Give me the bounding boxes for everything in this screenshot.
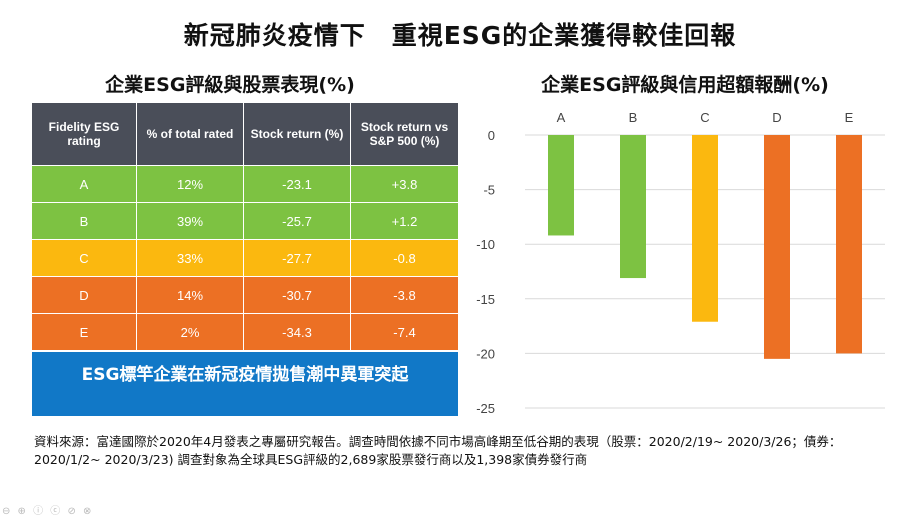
header-esg-rating: Fidelity ESG rating [32, 103, 137, 165]
header-stock-return: Stock return (%) [244, 103, 351, 165]
y-tick-label: -15 [476, 292, 495, 307]
table-cell-vs: -0.8 [351, 239, 458, 276]
viewer-toolbar: ⊖ ⊕ ⓘ ⓒ ⊘ ⊗ [2, 506, 94, 517]
table-cell-rating: B [32, 202, 137, 239]
table-header-row: Fidelity ESG rating % of total rated Sto… [32, 103, 458, 165]
y-tick-label: -5 [483, 183, 495, 198]
table-cell-ret: -23.1 [244, 165, 351, 202]
chart-title: 企業ESG評級與信用超額報酬(%) [541, 74, 829, 96]
bar-a [548, 135, 574, 236]
table-cell-pct: 12% [137, 165, 244, 202]
table-cell-pct: 2% [137, 313, 244, 350]
x-tick-label: D [772, 110, 781, 125]
bar-d [764, 135, 790, 359]
credit-excess-return-chart: A B C D E 0 -5 -10 -15 -20 -25 [476, 110, 885, 416]
table-row: E 2% -34.3 -7.4 [32, 313, 458, 350]
table-cell-rating: A [32, 165, 137, 202]
header-vs-sp500: Stock return vs S&P 500 (%) [351, 103, 458, 165]
table-cell-ret: -34.3 [244, 313, 351, 350]
table-cell-pct: 39% [137, 202, 244, 239]
table-cell-ret: -30.7 [244, 276, 351, 313]
table-cell-rating: C [32, 239, 137, 276]
table-cell-pct: 14% [137, 276, 244, 313]
table-cell-vs: +1.2 [351, 202, 458, 239]
x-tick-label: C [700, 110, 709, 125]
bar-b [620, 135, 646, 279]
table-row: C 33% -27.7 -0.8 [32, 239, 458, 276]
table-row: A 12% -23.1 +3.8 [32, 165, 458, 202]
y-tick-label: -10 [476, 237, 495, 252]
table-title: 企業ESG評級與股票表現(%) [105, 74, 355, 96]
page-title: 新冠肺炎疫情下 重視ESG的企業獲得較佳回報 [183, 21, 737, 50]
table-cell-vs: -7.4 [351, 313, 458, 350]
y-tick-label: -20 [476, 346, 495, 361]
table-row: B 39% -25.7 +1.2 [32, 202, 458, 239]
x-tick-label: E [845, 110, 854, 125]
x-tick-label: A [557, 110, 566, 125]
header-pct-rated: % of total rated [137, 103, 244, 165]
bar-e [836, 135, 862, 354]
y-tick-label: -25 [476, 401, 495, 416]
table-cell-vs: +3.8 [351, 165, 458, 202]
highlight-banner: ESG標竿企業在新冠疫情拋售潮中異軍突起 [32, 352, 458, 416]
table-cell-ret: -27.7 [244, 239, 351, 276]
table-row: D 14% -30.7 -3.8 [32, 276, 458, 313]
source-note: 資料來源：富達國際於2020年4月發表之專屬研究報告。調查時間依據不同市場高峰期… [34, 434, 842, 467]
table-cell-ret: -25.7 [244, 202, 351, 239]
y-tick-label: 0 [488, 128, 495, 143]
table-cell-rating: E [32, 313, 137, 350]
table-cell-vs: -3.8 [351, 276, 458, 313]
x-tick-label: B [629, 110, 638, 125]
bar-c [692, 135, 718, 322]
esg-stock-table: Fidelity ESG rating % of total rated Sto… [32, 103, 458, 350]
table-cell-rating: D [32, 276, 137, 313]
table-cell-pct: 33% [137, 239, 244, 276]
